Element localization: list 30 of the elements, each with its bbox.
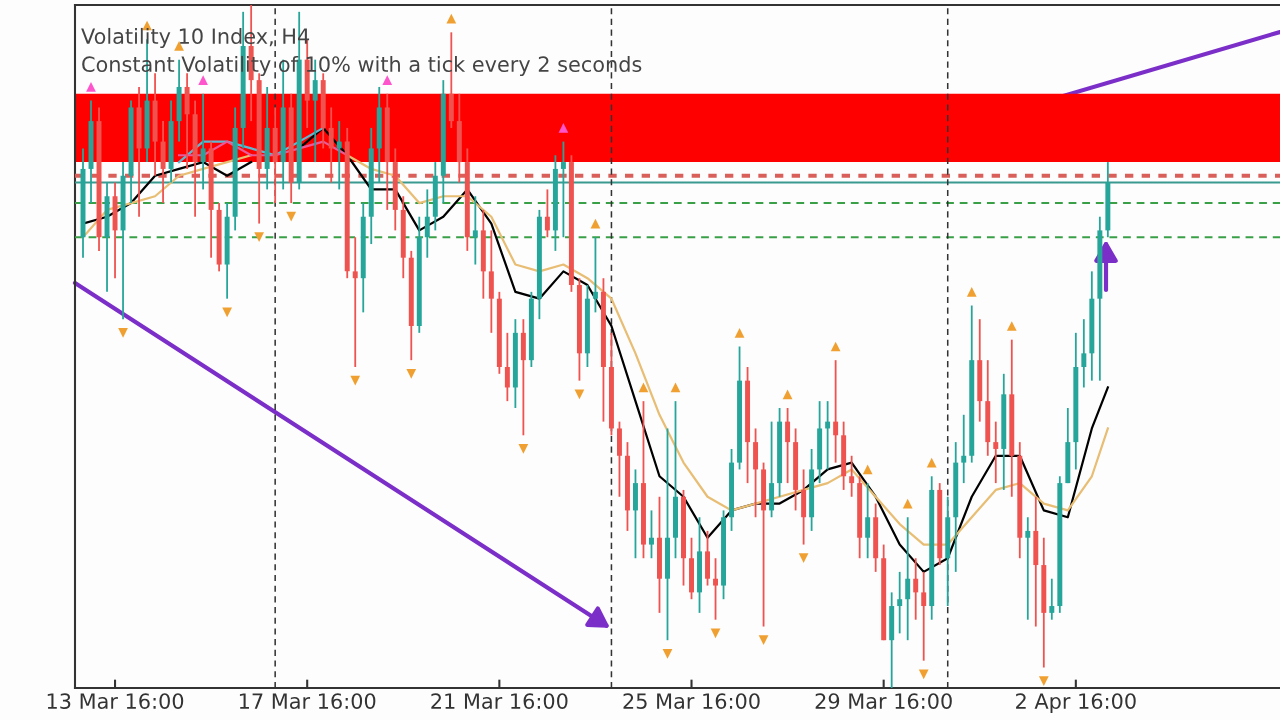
x-tick-label: 2 Apr 16:00 xyxy=(1016,693,1136,714)
x-tick-label: 25 Mar 16:00 xyxy=(623,693,760,709)
candlestick xyxy=(649,509,654,560)
candlestick xyxy=(713,557,719,621)
candlestick xyxy=(921,570,927,662)
candlestick xyxy=(905,516,911,642)
candlestick xyxy=(897,570,903,635)
x-tick-label: 17 Mar 16:00 xyxy=(239,693,376,709)
candlestick xyxy=(833,359,839,464)
x-tick-label: 29 Mar 16:00 xyxy=(815,693,952,709)
candlestick xyxy=(352,236,358,368)
candlestick xyxy=(785,407,791,485)
x-tick-label: 13 Mar 16:00 xyxy=(47,693,184,709)
candlestick xyxy=(1049,577,1055,621)
candlestick xyxy=(424,188,430,259)
candlestick xyxy=(849,454,855,498)
candlestick xyxy=(592,236,598,314)
candlestick xyxy=(865,482,871,560)
candlestick xyxy=(993,420,999,485)
candlestick xyxy=(1025,516,1031,621)
candlestick xyxy=(913,557,919,621)
candlestick xyxy=(961,413,967,485)
candlestick xyxy=(504,331,510,403)
candlestick xyxy=(560,140,566,239)
x-tick-label: 21 Mar 16:00 xyxy=(431,693,568,709)
candlestick xyxy=(328,106,334,184)
candlestick xyxy=(472,195,478,266)
candlestick xyxy=(200,92,206,191)
candlestick xyxy=(544,188,550,239)
candlestick xyxy=(1081,318,1087,389)
